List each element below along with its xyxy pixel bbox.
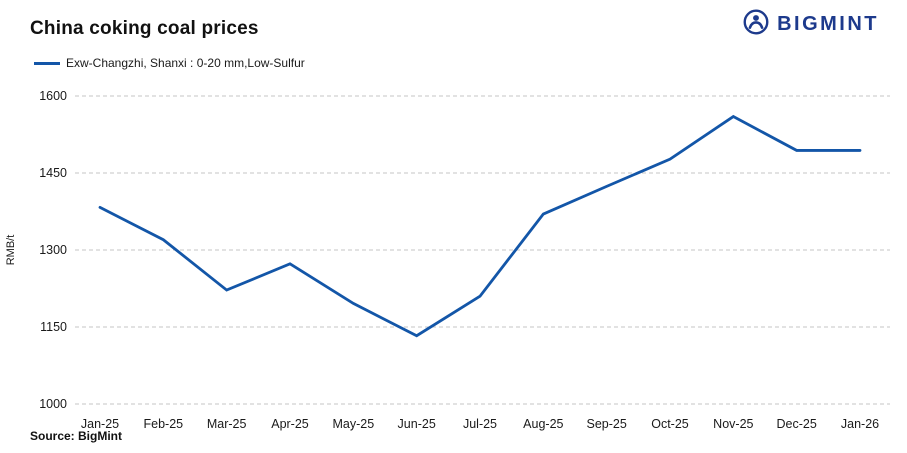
y-tick-label: 1300 (39, 243, 67, 257)
x-tick-label: Aug-25 (523, 417, 563, 431)
x-tick-label: Mar-25 (207, 417, 247, 431)
y-axis-label: RMB/t (5, 235, 17, 266)
x-tick-label: Oct-25 (651, 417, 689, 431)
x-tick-label: Jan-25 (81, 417, 119, 431)
x-tick-label: Dec-25 (777, 417, 817, 431)
page-title: China coking coal prices (30, 18, 259, 39)
x-tick-label: Jul-25 (463, 417, 497, 431)
x-tick-label: Nov-25 (713, 417, 753, 431)
x-tick-label: Sep-25 (587, 417, 627, 431)
bigmint-logo-icon (743, 9, 769, 40)
brand-name: BIGMINT (777, 13, 879, 35)
x-tick-label: Jan-26 (841, 417, 879, 431)
x-tick-label: Apr-25 (271, 417, 309, 431)
y-tick-label: 1000 (39, 397, 67, 411)
y-tick-label: 1150 (40, 320, 67, 334)
legend: Exw-Changzhi, Shanxi : 0-20 mm,Low-Sulfu… (34, 56, 305, 70)
y-tick-label: 1600 (39, 89, 67, 103)
x-tick-label: May-25 (332, 417, 374, 431)
x-tick-label: Feb-25 (144, 417, 184, 431)
brand-logo: BIGMINT (743, 9, 879, 40)
legend-line-swatch (34, 61, 60, 65)
legend-label: Exw-Changzhi, Shanxi : 0-20 mm,Low-Sulfu… (66, 56, 305, 70)
x-tick-label: Jun-25 (398, 417, 436, 431)
source-note: Source: BigMint (30, 429, 122, 443)
chart-canvas: 1000 1150 1300 1450 1600 Jan-25 Feb-25 Mar-25 Ap… (5, 89, 890, 431)
price-line (98, 114, 862, 338)
line-chart: 1000 1150 1300 1450 1600 Jan-25 Feb-25 Mar-25 Ap… (0, 78, 907, 438)
y-tick-label: 1450 (39, 166, 67, 180)
